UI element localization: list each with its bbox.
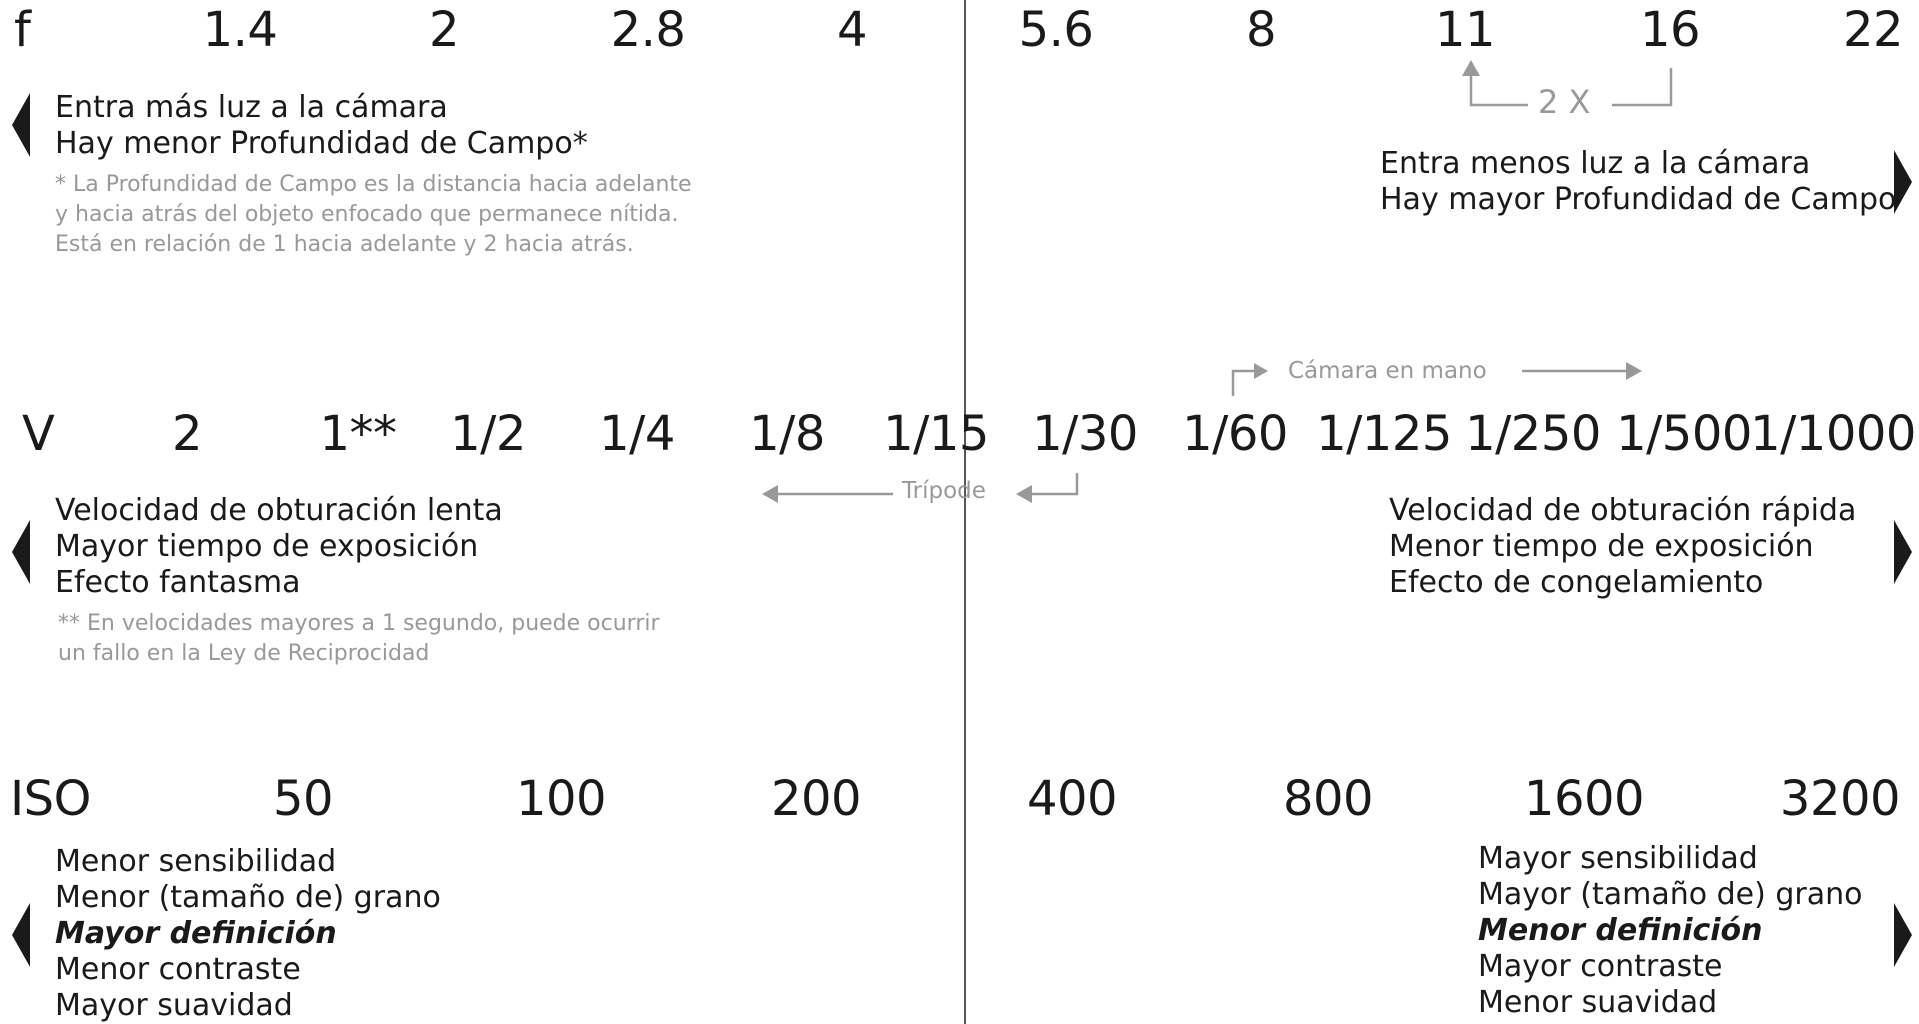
aperture-left-text: Entra más luz a la cámara Hay menor Prof… — [55, 90, 588, 162]
right-arrow-icon — [1626, 362, 1642, 380]
shutter-row-label: V — [22, 406, 55, 462]
aperture-footnote: * La Profundidad de Campo es la distanci… — [55, 170, 692, 260]
right-triangle-icon — [1894, 520, 1912, 584]
iso-left-line: Menor sensibilidad — [55, 844, 337, 879]
shutter-stop: 1** — [319, 406, 397, 462]
aperture-left-line: Hay menor Profundidad de Campo* — [55, 126, 588, 161]
shutter-stop: 1/1000 — [1750, 406, 1916, 462]
iso-stop: 50 — [272, 771, 334, 827]
shutter-footnote-line: ** En velocidades mayores a 1 segundo, p… — [58, 611, 660, 636]
shutter-stop: 1/8 — [749, 406, 825, 462]
iso-right-line: Mayor (tamaño de) grano — [1478, 877, 1863, 912]
aperture-stop: 8 — [1245, 2, 1277, 58]
iso-left-line: Menor contraste — [55, 952, 301, 987]
shutter-stop: 1/60 — [1182, 406, 1288, 462]
center-divider-line — [964, 0, 966, 1024]
right-arrow-icon — [1254, 363, 1268, 379]
iso-left-text: Menor sensibilidad Menor (tamaño de) gra… — [55, 844, 441, 1024]
shutter-right-line: Velocidad de obturación rápida — [1389, 493, 1857, 528]
aperture-stop: 2.8 — [610, 2, 686, 58]
aperture-footnote-line: Está en relación de 1 hacia adelante y 2… — [55, 232, 634, 257]
iso-stop: 200 — [770, 771, 862, 827]
shutter-left-line: Mayor tiempo de exposición — [55, 529, 479, 564]
shutter-right-line: Menor tiempo de exposición — [1389, 529, 1814, 564]
iso-left-line: Mayor suavidad — [55, 988, 293, 1023]
iso-stop: 1600 — [1523, 771, 1645, 827]
shutter-footnote: ** En velocidades mayores a 1 segundo, p… — [58, 609, 660, 669]
iso-stop: 3200 — [1779, 771, 1901, 827]
aperture-stop: 5.6 — [1018, 2, 1094, 58]
aperture-stop: 4 — [836, 2, 868, 58]
iso-right-line: Menor suavidad — [1478, 985, 1718, 1020]
shutter-footnote-line: un fallo en la Ley de Reciprocidad — [58, 641, 430, 666]
iso-right-line: Mayor contraste — [1478, 949, 1723, 984]
iso-row-label: ISO — [10, 771, 91, 827]
shutter-left-line: Velocidad de obturación lenta — [55, 493, 503, 528]
aperture-right-text: Entra menos luz a la cámara Hay mayor Pr… — [1380, 146, 1896, 218]
shutter-stop: 1/4 — [599, 406, 675, 462]
shutter-stop: 1/125 — [1316, 406, 1452, 462]
shutter-right-line: Efecto de congelamiento — [1389, 565, 1764, 600]
iso-right-line-emphasis: Menor definición — [1478, 913, 1763, 948]
up-arrow-icon — [1462, 60, 1480, 76]
left-triangle-icon — [12, 93, 30, 157]
double-label: 2 X — [1538, 83, 1591, 121]
shutter-right-text: Velocidad de obturación rápida Menor tie… — [1389, 493, 1856, 601]
iso-right-text: Mayor sensibilidad Mayor (tamaño de) gra… — [1478, 841, 1862, 1021]
iso-stop: 400 — [1026, 771, 1118, 827]
aperture-stop: 11 — [1434, 2, 1496, 58]
left-triangle-icon — [12, 903, 30, 967]
aperture-left-line: Entra más luz a la cámara — [55, 90, 448, 125]
shutter-left-line: Efecto fantasma — [55, 565, 301, 600]
right-triangle-icon — [1894, 150, 1912, 214]
aperture-footnote-line: y hacia atrás del objeto enfocado que pe… — [55, 202, 679, 227]
left-arrow-icon — [762, 485, 778, 503]
iso-left-line-emphasis: Mayor definición — [55, 916, 337, 951]
left-arrow-icon — [1016, 485, 1032, 503]
aperture-footnote-line: * La Profundidad de Campo es la distanci… — [55, 172, 692, 197]
aperture-row-label: f — [14, 2, 31, 58]
shutter-stop: 1/250 — [1465, 406, 1601, 462]
left-triangle-icon — [12, 520, 30, 584]
shutter-stop: 1/30 — [1032, 406, 1138, 462]
iso-left-line: Menor (tamaño de) grano — [55, 880, 441, 915]
shutter-left-text: Velocidad de obturación lenta Mayor tiem… — [55, 493, 503, 601]
right-triangle-icon — [1894, 903, 1912, 967]
iso-stop: 800 — [1282, 771, 1374, 827]
handheld-label: Cámara en mano — [1288, 358, 1487, 384]
shutter-stop: 1/500 — [1616, 406, 1752, 462]
shutter-stop: 2 — [171, 406, 203, 462]
aperture-right-line: Hay mayor Profundidad de Campo — [1380, 182, 1897, 217]
aperture-stop: 22 — [1842, 2, 1904, 58]
iso-stop: 100 — [515, 771, 607, 827]
shutter-stop: 1/15 — [883, 406, 989, 462]
iso-right-line: Mayor sensibilidad — [1478, 841, 1758, 876]
shutter-stop: 1/2 — [450, 406, 526, 462]
tripod-label: Trípode — [902, 478, 986, 504]
aperture-stop: 2 — [428, 2, 460, 58]
aperture-stop: 1.4 — [202, 2, 278, 58]
aperture-stop: 16 — [1639, 2, 1701, 58]
aperture-right-line: Entra menos luz a la cámara — [1380, 146, 1811, 181]
